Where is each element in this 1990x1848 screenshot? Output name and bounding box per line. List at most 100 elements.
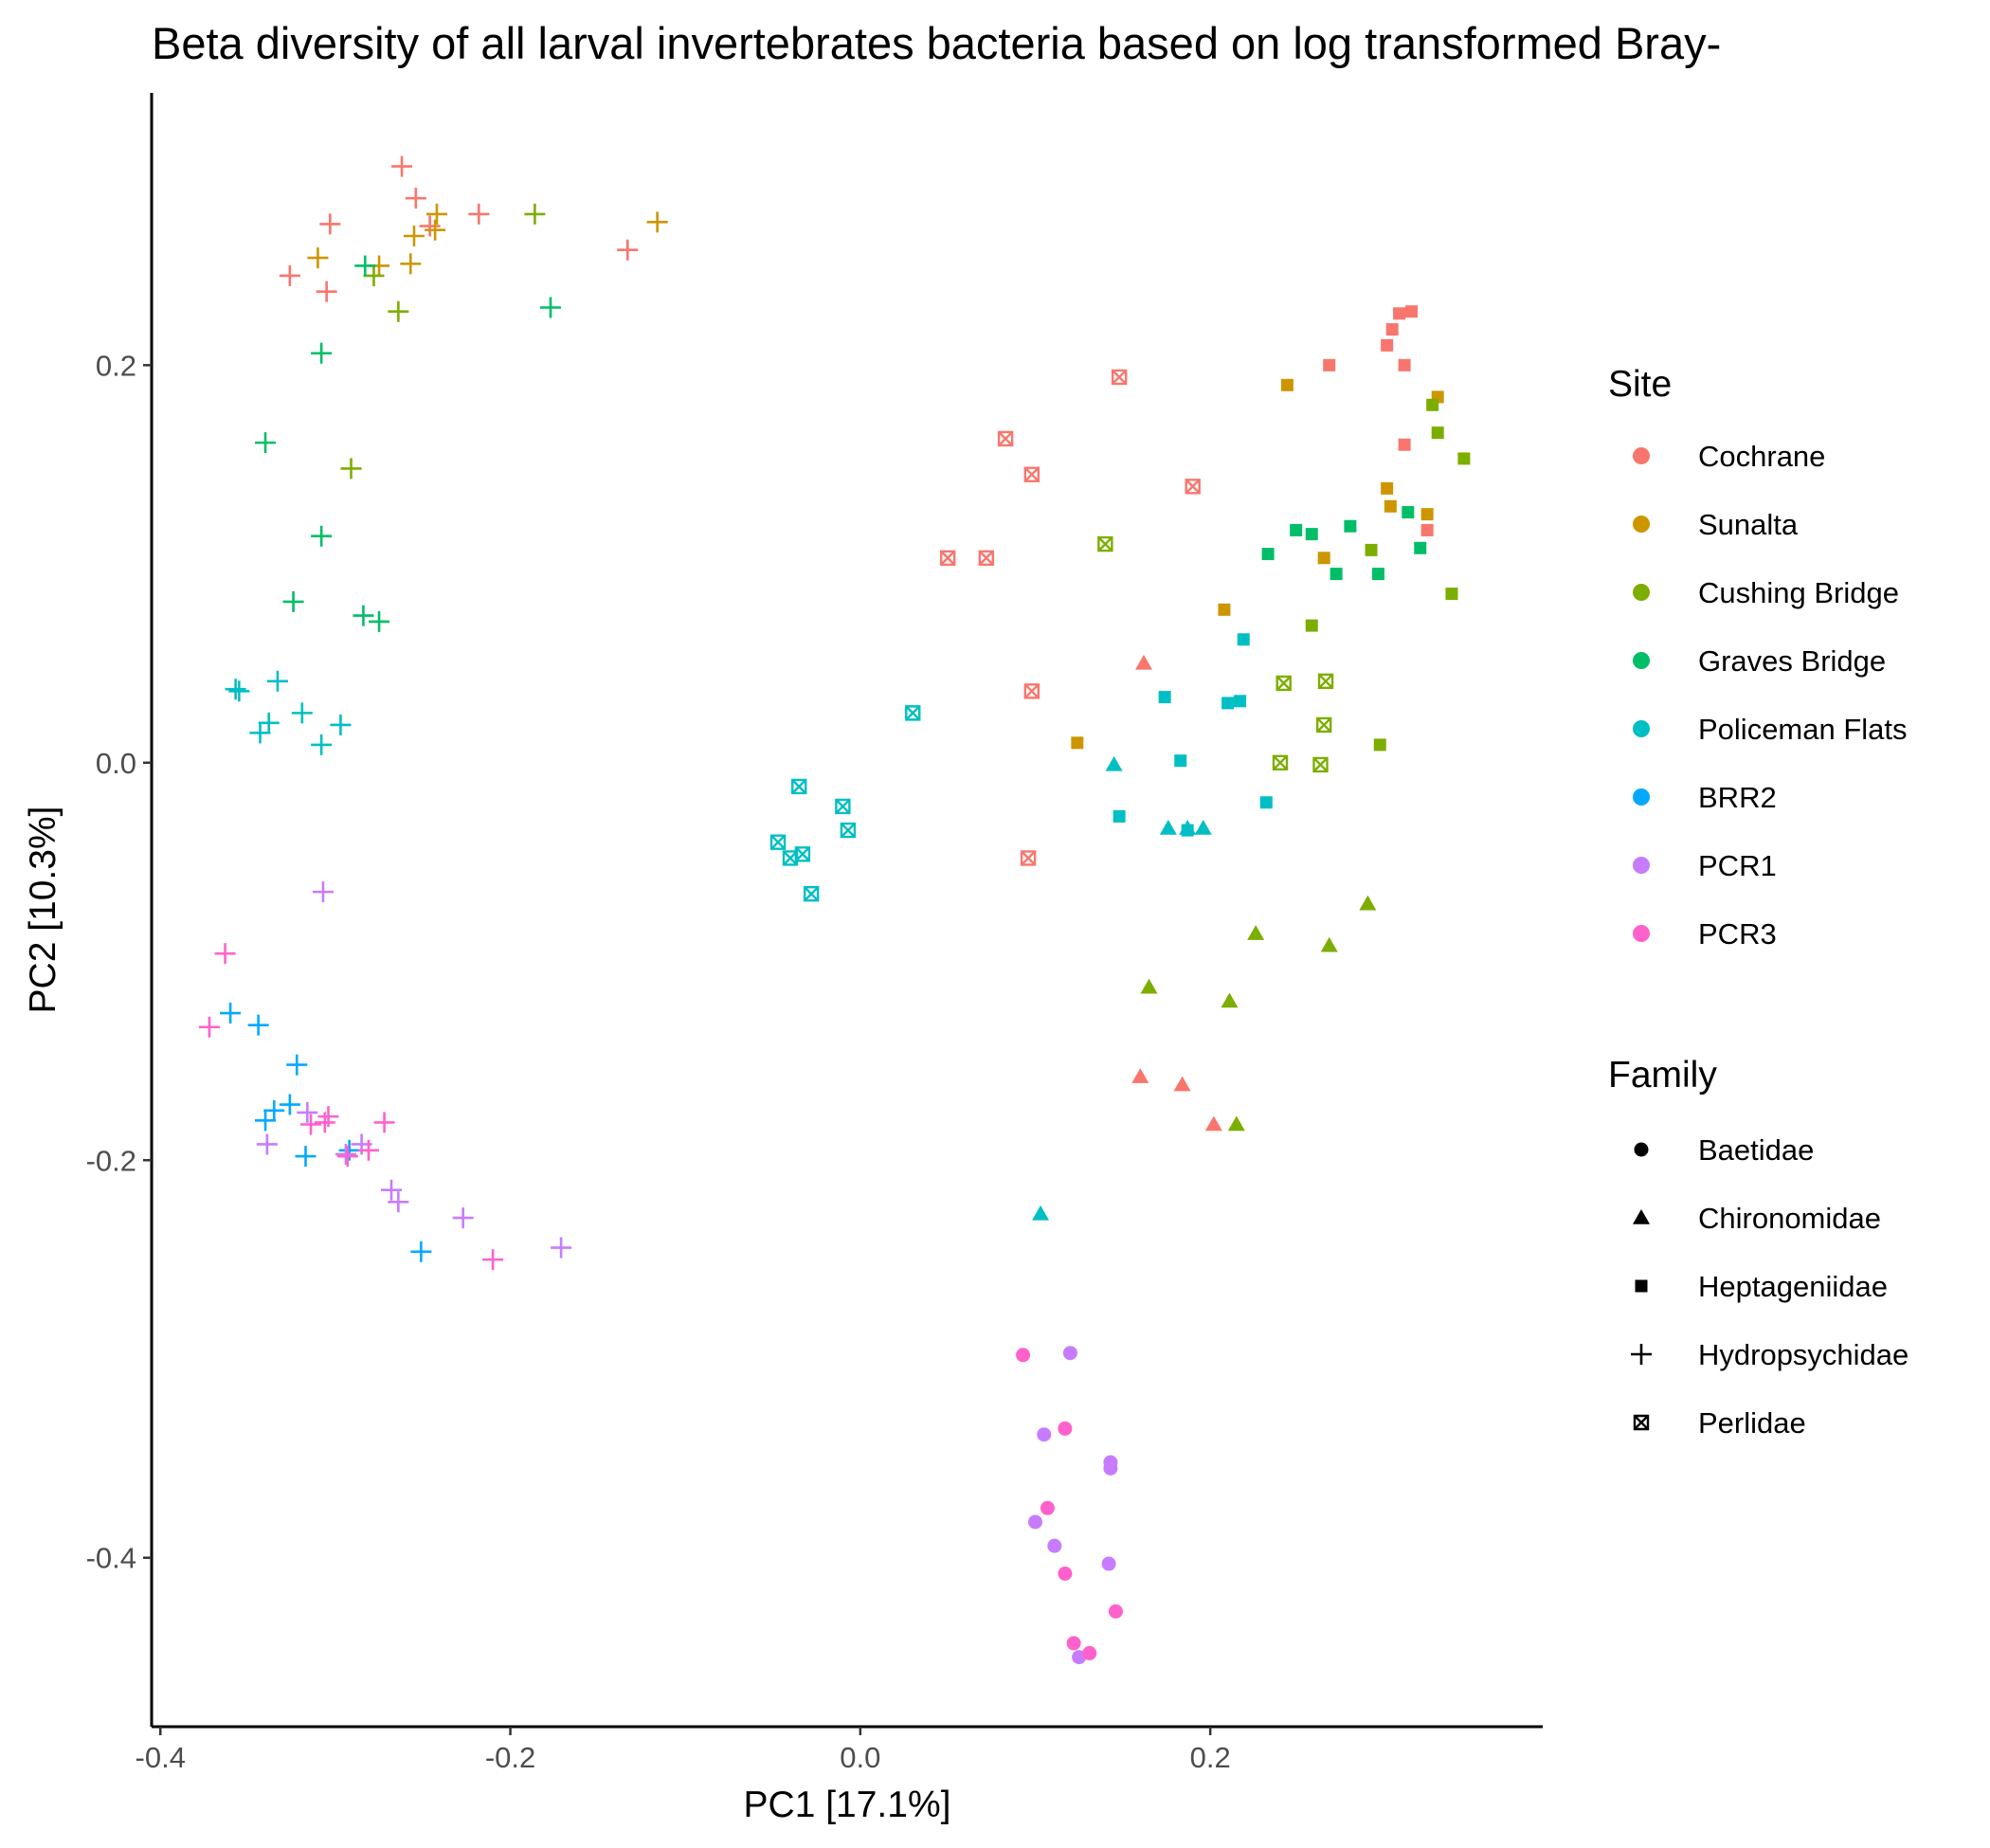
data-point (1173, 1076, 1191, 1092)
data-point (1315, 716, 1332, 734)
legend-label: PCR3 (1698, 917, 1777, 951)
data-point (1305, 619, 1318, 632)
axes (150, 93, 1543, 1729)
data-point (524, 203, 546, 225)
legend-key-policeman-flats (1633, 720, 1650, 737)
data-point (1398, 358, 1411, 371)
data-point (1359, 895, 1377, 911)
data-point (617, 239, 639, 261)
legend-key-brr2 (1633, 788, 1650, 806)
data-point (1420, 523, 1434, 536)
site-legend: Site Cochrane Sunalta Cushing Bridge Graves… (1608, 364, 1908, 951)
data-point (1259, 796, 1273, 809)
data-point (316, 281, 337, 302)
data-point (314, 1112, 335, 1133)
data-point (1323, 358, 1336, 371)
legend-label: Heptageniidae (1698, 1270, 1888, 1303)
data-point (803, 886, 820, 902)
x-tick-label: 0.0 (840, 1741, 880, 1774)
data-point (369, 610, 390, 632)
data-point (297, 1101, 318, 1123)
data-point (228, 680, 250, 702)
data-point (1047, 1538, 1062, 1553)
data-point (335, 1143, 356, 1165)
data-point (266, 670, 288, 692)
data-point (1058, 1421, 1073, 1436)
data-point (258, 712, 280, 734)
data-point (1414, 541, 1427, 554)
family-legend: Family Baetidae Chironomidae Heptageniidae… (1608, 1055, 1909, 1440)
data-point (1140, 978, 1158, 994)
data-point (1040, 1500, 1055, 1515)
data-point (1105, 755, 1123, 771)
data-point (1158, 691, 1171, 704)
data-point (1290, 523, 1303, 536)
data-point (1159, 820, 1177, 835)
data-point (391, 155, 413, 177)
data-point (1373, 738, 1386, 752)
data-point (255, 432, 277, 454)
data-point (354, 255, 376, 277)
data-point (646, 211, 668, 233)
data-point (1305, 528, 1318, 541)
data-point (282, 590, 304, 612)
x-axis-title: PC1 [17.1%] (744, 1785, 951, 1825)
data-point (388, 1191, 409, 1213)
data-point (468, 203, 490, 225)
data-point (1312, 756, 1329, 773)
data-point (363, 264, 385, 286)
x-tick-label: -0.4 (136, 1741, 186, 1774)
data-point (905, 705, 921, 721)
legend-key-perlidae (1633, 1414, 1650, 1431)
data-point (1174, 754, 1187, 768)
data-point (425, 219, 446, 241)
data-point (353, 605, 374, 626)
data-point (410, 1241, 432, 1262)
data-point (279, 1094, 300, 1115)
data-point (1037, 1427, 1052, 1442)
data-point (1066, 1636, 1081, 1651)
data-point (1317, 552, 1330, 565)
data-point (403, 226, 425, 247)
legend-key-heptageniidae (1635, 1279, 1648, 1293)
data-point (840, 822, 857, 839)
data-point (1280, 378, 1294, 391)
data-point (1221, 992, 1239, 1008)
data-point (1371, 568, 1384, 581)
legend-label: Sunalta (1698, 508, 1799, 541)
legend-label: Baetidae (1698, 1133, 1814, 1167)
data-point (340, 458, 362, 480)
data-point (1405, 305, 1419, 318)
data-point (300, 1114, 322, 1135)
x-axis-ticks: -0.4 -0.2 0.0 0.2 (136, 1727, 1231, 1774)
data-point (1218, 603, 1231, 616)
legend-label: Cushing Bridge (1698, 576, 1899, 609)
data-point (1393, 307, 1406, 320)
data-point (388, 300, 409, 322)
data-point (357, 1139, 379, 1161)
data-point (1381, 481, 1394, 495)
data-point (279, 264, 300, 286)
data-points (198, 155, 1471, 1665)
data-point (1261, 548, 1275, 561)
y-axis-ticks: -0.4 -0.2 0.0 0.2 (86, 349, 152, 1575)
data-point (263, 1099, 285, 1121)
data-point (330, 714, 352, 735)
data-point (247, 1014, 269, 1036)
data-point (1272, 754, 1289, 770)
data-point (373, 1112, 395, 1133)
legend-key-cochrane (1633, 447, 1650, 464)
data-point (1320, 936, 1338, 952)
data-point (311, 525, 333, 547)
legend-label: BRR2 (1698, 781, 1777, 814)
data-point (1062, 1346, 1077, 1361)
data-point (1221, 697, 1235, 710)
data-point (1194, 820, 1212, 835)
data-point (769, 834, 787, 850)
data-point (540, 297, 562, 318)
legend-key-sunalta (1633, 516, 1650, 533)
data-point (198, 1016, 220, 1038)
data-point (1023, 466, 1040, 482)
data-point (782, 850, 799, 866)
data-point (338, 1139, 360, 1161)
